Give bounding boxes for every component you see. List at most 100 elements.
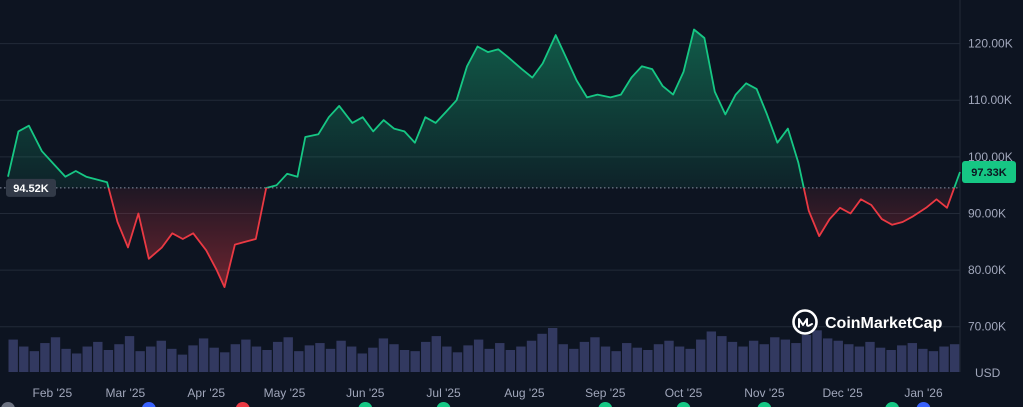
- volume-bar: [198, 338, 209, 372]
- watermark-text: CoinMarketCap: [825, 315, 943, 332]
- volume-bar: [569, 348, 579, 372]
- y-tick-label: 90.00K: [968, 206, 1006, 220]
- volume-bar: [177, 354, 188, 372]
- x-tick-label: Aug '25: [504, 386, 545, 400]
- volume-bar: [61, 348, 71, 372]
- volume-bar: [272, 341, 283, 372]
- y-tick-label: 110.00K: [968, 93, 1012, 107]
- volume-bar: [114, 344, 124, 372]
- x-tick-label: Mar '25: [106, 386, 146, 400]
- volume-bar: [590, 337, 600, 372]
- y-axis: 70.00K 80.00K 90.00K 100.00K 110.00K 120.00K: [968, 37, 1013, 334]
- volume-bar: [886, 350, 896, 372]
- volume-bar: [706, 331, 717, 372]
- x-tick-label: Jul '25: [426, 386, 461, 400]
- area-below-baseline: [8, 187, 960, 288]
- volume-bar: [822, 338, 833, 372]
- volume-bar: [611, 351, 621, 372]
- y-tick-label: 80.00K: [968, 263, 1006, 277]
- volume-bar: [8, 339, 18, 372]
- price-line-down: [107, 187, 956, 288]
- volume-bar: [907, 343, 917, 372]
- volume-bar: [357, 353, 367, 372]
- volume-bar: [452, 352, 463, 372]
- volume-bar: [537, 333, 547, 372]
- volume-bar: [241, 339, 251, 372]
- x-axis: Feb '25 Mar '25 Apr '25 May '25 Jun '25 Jul '…: [33, 386, 943, 400]
- volume-bar: [643, 350, 653, 372]
- event-marker-icon[interactable]: [436, 402, 451, 407]
- volume-bar: [622, 343, 632, 372]
- volume-bar: [251, 346, 262, 372]
- volume-bar: [378, 338, 389, 372]
- volume-bar: [495, 343, 505, 372]
- volume-bar: [346, 346, 357, 372]
- y-tick-label: 70.00K: [968, 320, 1006, 334]
- volume-bar: [82, 346, 92, 372]
- price-line-up: [7, 28, 961, 188]
- volume-bar: [442, 346, 452, 372]
- volume-bar: [399, 350, 410, 372]
- volume-bar: [71, 353, 82, 372]
- volume-bar: [124, 336, 135, 372]
- current-price-badge: 97.33K: [962, 160, 1016, 183]
- volume-bar: [759, 344, 769, 372]
- volume-bar: [220, 352, 230, 372]
- x-tick-label: Sep '25: [585, 386, 626, 400]
- volume-bar: [283, 337, 293, 372]
- volume-bar: [897, 345, 907, 372]
- volume-bar: [29, 351, 40, 372]
- volume-bar: [833, 340, 843, 372]
- event-markers: [1, 402, 931, 407]
- x-tick-label: Jun '25: [346, 386, 385, 400]
- volume-bar: [664, 340, 674, 372]
- event-marker-icon[interactable]: [142, 402, 156, 407]
- coinmarketcap-watermark: CoinMarketCap: [792, 309, 943, 335]
- volume-bar: [854, 346, 865, 372]
- volume-bar: [209, 347, 219, 372]
- volume-bar: [431, 336, 441, 372]
- event-marker-icon[interactable]: [916, 402, 931, 407]
- volume-bar: [579, 341, 590, 372]
- volume-bar: [928, 351, 939, 372]
- volume-bar: [40, 343, 50, 372]
- event-marker-icon[interactable]: [885, 402, 899, 407]
- volume-bar: [50, 337, 61, 372]
- volume-bar: [600, 346, 611, 372]
- volume-bar: [770, 337, 780, 372]
- volume-bar: [547, 328, 558, 372]
- x-tick-label: Oct '25: [665, 386, 703, 400]
- volume-bar: [188, 345, 198, 372]
- volume-bar: [135, 351, 145, 372]
- volume-bar: [294, 351, 304, 372]
- volume-bar: [167, 348, 177, 372]
- volume-bar: [685, 348, 695, 372]
- event-marker-icon[interactable]: [676, 402, 691, 407]
- event-marker-icon[interactable]: [236, 402, 250, 407]
- volume-bar: [516, 346, 526, 372]
- volume-bar: [336, 340, 346, 372]
- volume-bar: [812, 330, 822, 372]
- volume-bar: [410, 351, 420, 372]
- baseline-badge: 94.52K: [6, 178, 56, 197]
- volume-bar: [103, 350, 114, 372]
- price-area: [8, 29, 960, 288]
- volume-bar: [325, 348, 336, 372]
- event-marker-icon[interactable]: [598, 402, 612, 407]
- coinmarketcap-logo-icon: [792, 309, 818, 335]
- volume-bar: [801, 334, 812, 372]
- baseline-label: 94.52K: [13, 183, 49, 195]
- volume-bar: [632, 347, 642, 372]
- y-tick-label: 120.00K: [968, 37, 1013, 51]
- volume-bars: [8, 328, 960, 372]
- volume-bar: [727, 341, 738, 372]
- event-marker-icon[interactable]: [358, 402, 373, 407]
- volume-bar: [748, 340, 759, 372]
- volume-bar: [93, 341, 103, 372]
- volume-bar: [368, 347, 378, 372]
- event-marker-icon[interactable]: [1, 402, 15, 407]
- volume-bar: [19, 346, 29, 372]
- volume-bar: [875, 347, 886, 372]
- event-marker-icon[interactable]: [757, 402, 772, 407]
